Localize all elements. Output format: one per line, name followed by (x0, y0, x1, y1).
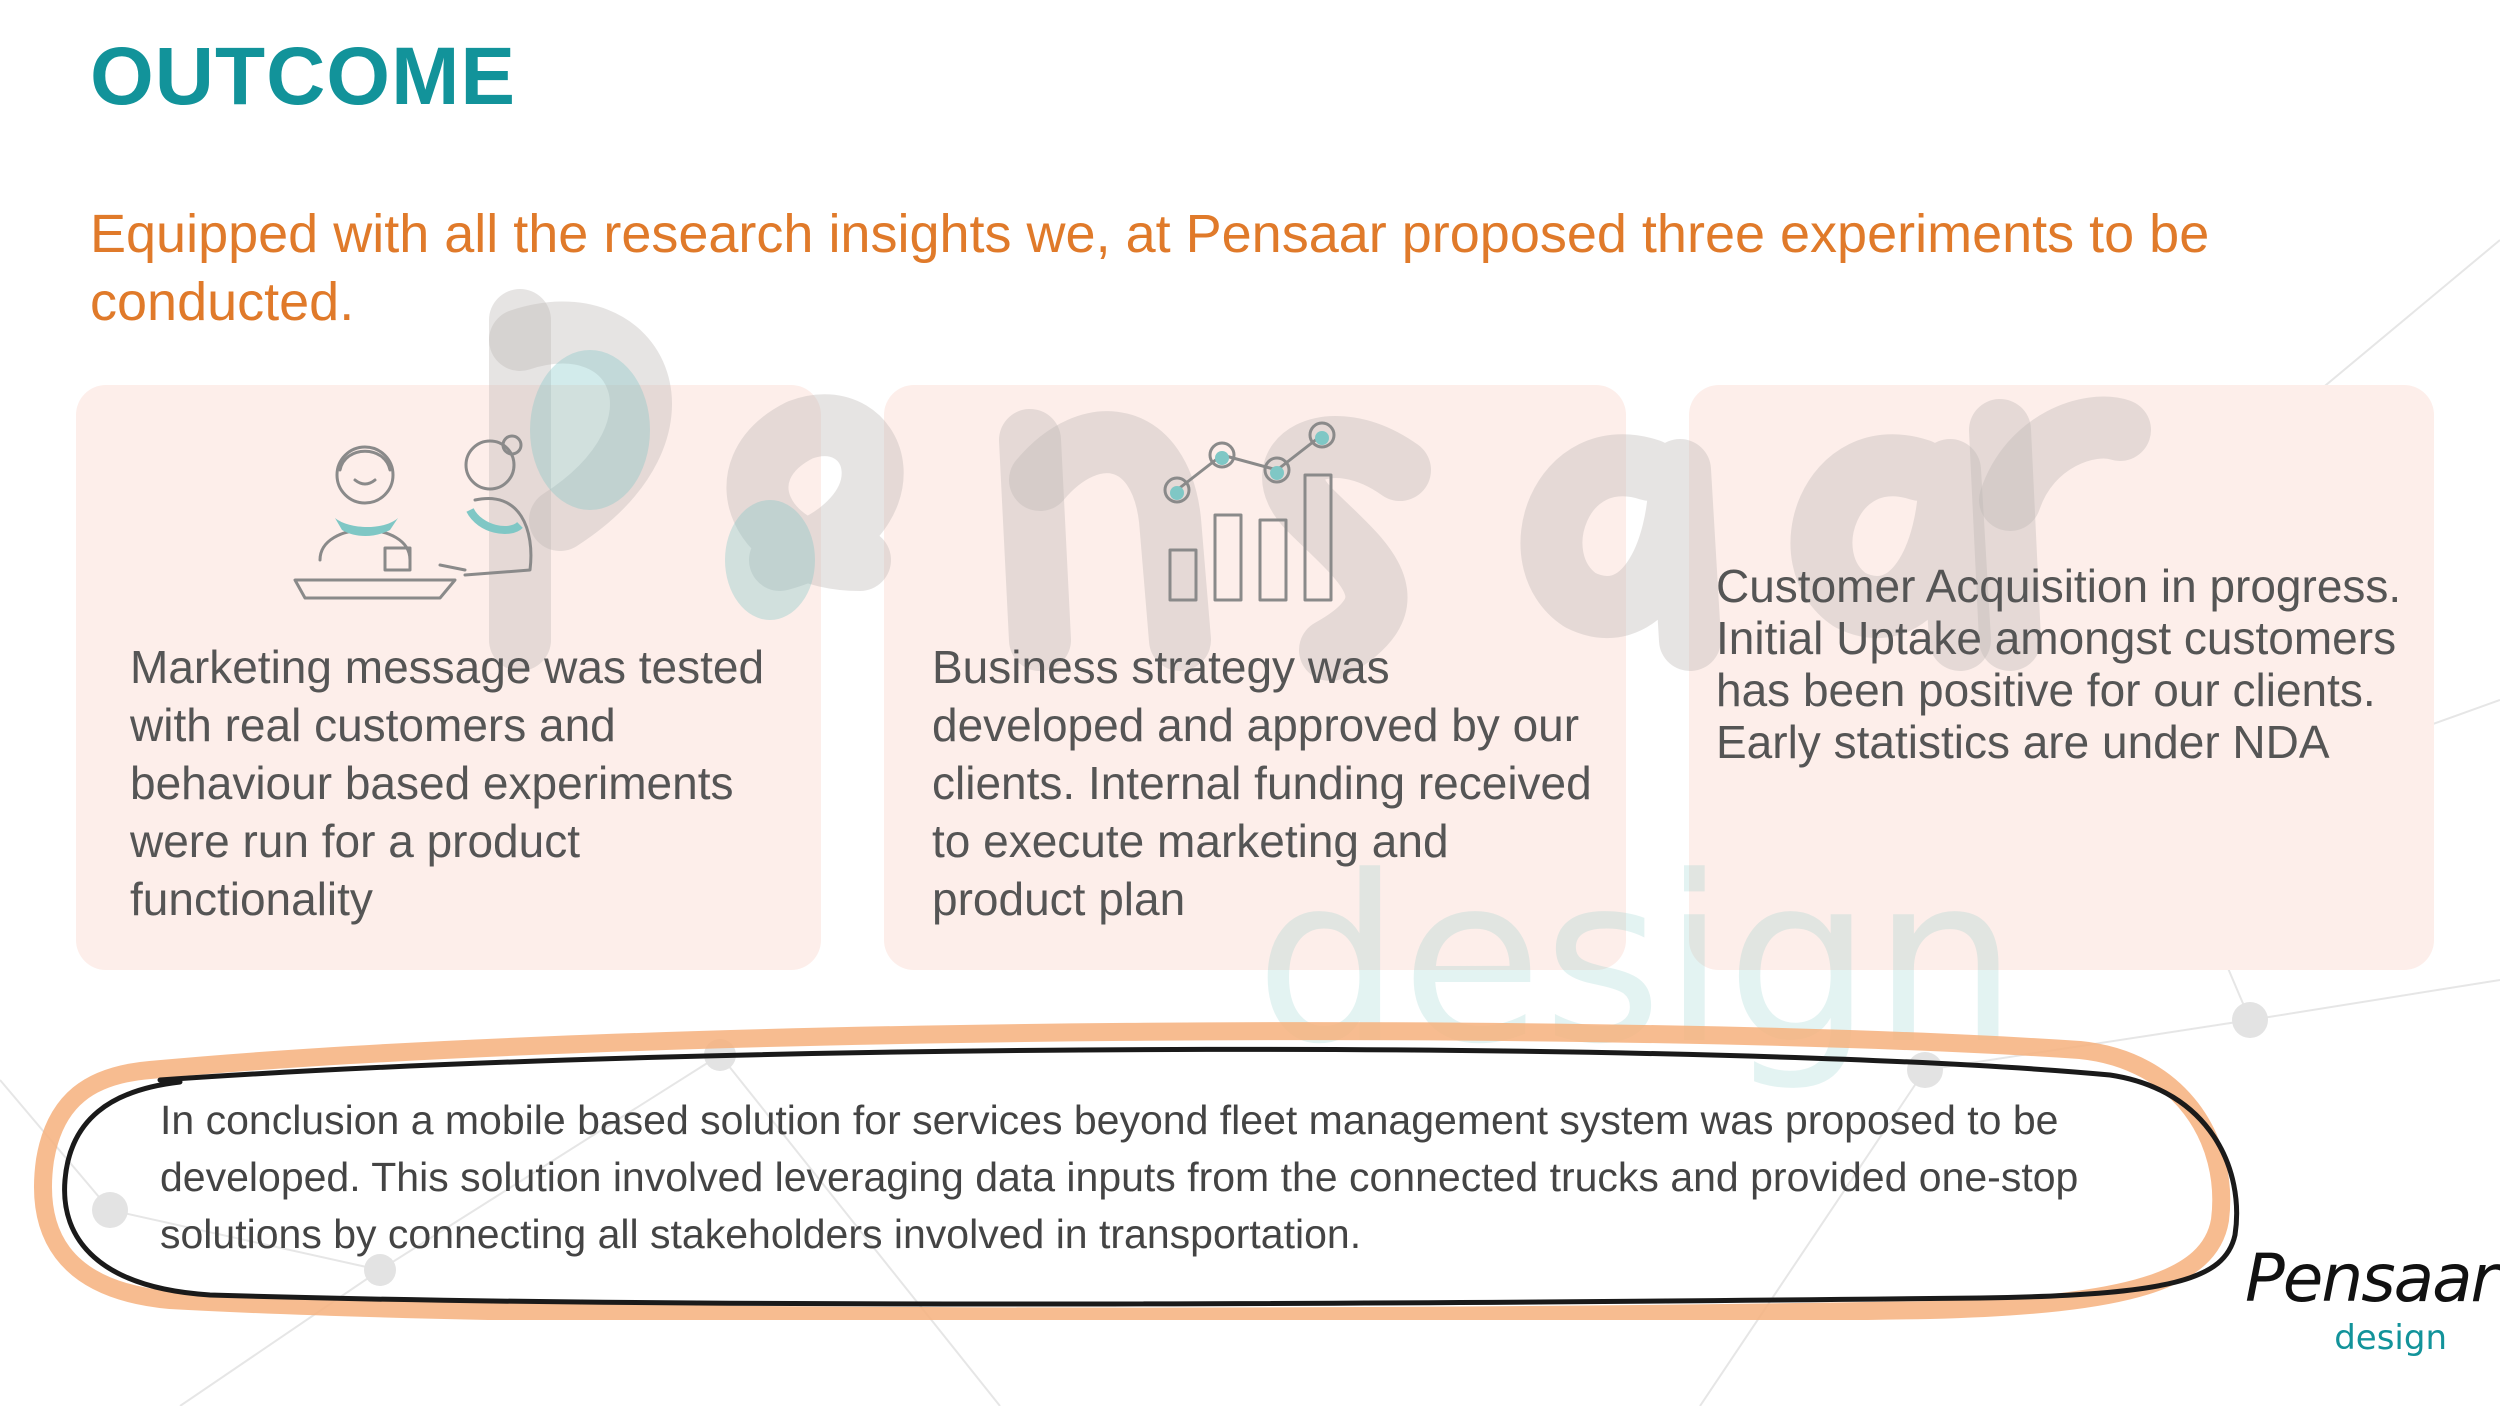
card-3-text: Customer Acquisition in progress. Initia… (1716, 560, 2402, 768)
pensaar-design-logo: Pensaar design (2245, 1240, 2498, 1370)
card-2-text: Business strategy was developed and appr… (932, 641, 1592, 925)
logo-wordmark: Pensaar (2245, 1240, 2498, 1317)
logo-subtext: design (2334, 1318, 2447, 1358)
conclusion-text: In conclusion a mobile based solution fo… (160, 1097, 2079, 1257)
slide-title: OUTCOME (90, 31, 517, 122)
card-1-text: Marketing message was tested with real c… (130, 641, 765, 925)
outcome-card-1 (76, 385, 821, 970)
outcome-card-3 (1689, 385, 2434, 970)
slide-subtitle: Equipped with all the research insights … (90, 204, 2210, 332)
outcome-card-2 (884, 385, 1626, 970)
growth-chart-icon (1163, 421, 1336, 602)
customers-testing-icon (293, 434, 533, 600)
conclusion-highlight-ring (33, 1022, 2240, 1320)
